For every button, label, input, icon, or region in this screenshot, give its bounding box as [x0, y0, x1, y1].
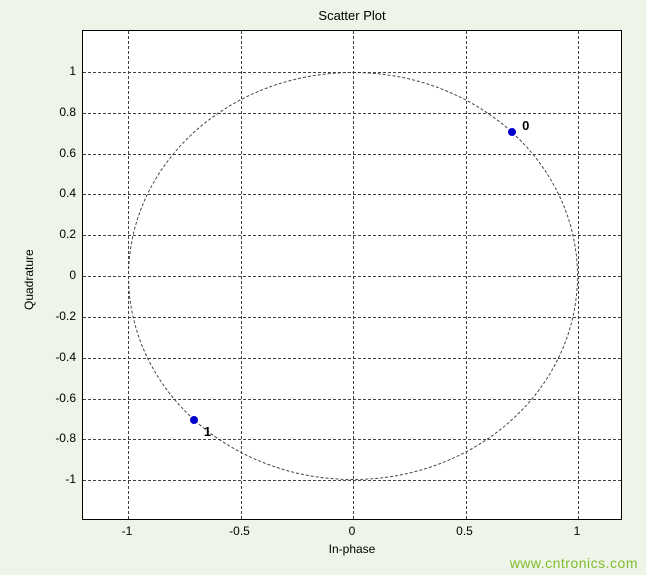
- y-tick-label: -0.8: [55, 431, 76, 445]
- point-label: 0: [522, 118, 529, 133]
- x-tick-label: 0: [349, 524, 356, 538]
- watermark-text: www.cntronics.com: [510, 555, 638, 571]
- y-axis-label: Quadrature: [22, 249, 36, 310]
- y-tick-label: -0.2: [55, 309, 76, 323]
- chart-title: Scatter Plot: [318, 8, 385, 23]
- scatter-point: [508, 128, 516, 136]
- y-tick-label: -0.6: [55, 391, 76, 405]
- x-tick-label: 1: [574, 524, 581, 538]
- grid-line-horizontal: [83, 480, 621, 481]
- point-label: 1: [204, 424, 211, 439]
- y-tick-label: 0.2: [59, 227, 76, 241]
- y-tick-label: 0.6: [59, 146, 76, 160]
- x-tick-label: -0.5: [229, 524, 250, 538]
- y-tick-label: -0.4: [55, 350, 76, 364]
- chart-container: 01 Scatter Plot In-phase Quadrature www.…: [0, 0, 646, 575]
- y-tick-label: 0.8: [59, 105, 76, 119]
- x-tick-label: 0.5: [456, 524, 473, 538]
- y-tick-label: 1: [69, 64, 76, 78]
- y-tick-label: 0: [69, 268, 76, 282]
- grid-line-vertical: [578, 31, 579, 519]
- y-tick-label: 0.4: [59, 186, 76, 200]
- y-tick-label: -1: [65, 472, 76, 486]
- x-tick-label: -1: [122, 524, 133, 538]
- x-axis-label: In-phase: [329, 542, 376, 556]
- plot-area: 01: [82, 30, 622, 520]
- scatter-point: [190, 416, 198, 424]
